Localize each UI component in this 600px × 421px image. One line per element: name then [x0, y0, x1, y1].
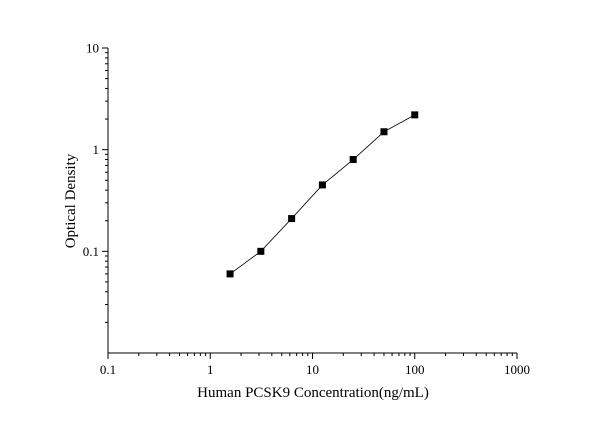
data-point [257, 247, 265, 255]
x-tick-label: 1 [207, 362, 214, 377]
x-tick-label: 0.1 [100, 362, 116, 377]
y-tick-label: 10 [86, 41, 99, 56]
data-point [288, 215, 296, 223]
axes: 0.1 1 10 100 1000 0.1 1 10 [83, 41, 530, 378]
data-point [380, 128, 388, 136]
data-point [226, 270, 234, 278]
x-tick-label: 100 [405, 362, 425, 377]
y-tick-label: 1 [93, 142, 100, 157]
data-point [318, 181, 326, 189]
x-tick-label: 1000 [504, 362, 530, 377]
data-point [411, 111, 419, 119]
y-axis-title: Optical Density [63, 153, 79, 248]
data-point [349, 156, 357, 164]
x-tick-label: 10 [306, 362, 319, 377]
series-layer [226, 111, 419, 278]
y-tick-label: 0.1 [83, 244, 99, 259]
x-axis-title: Human PCSK9 Concentration(ng/mL) [197, 385, 429, 401]
